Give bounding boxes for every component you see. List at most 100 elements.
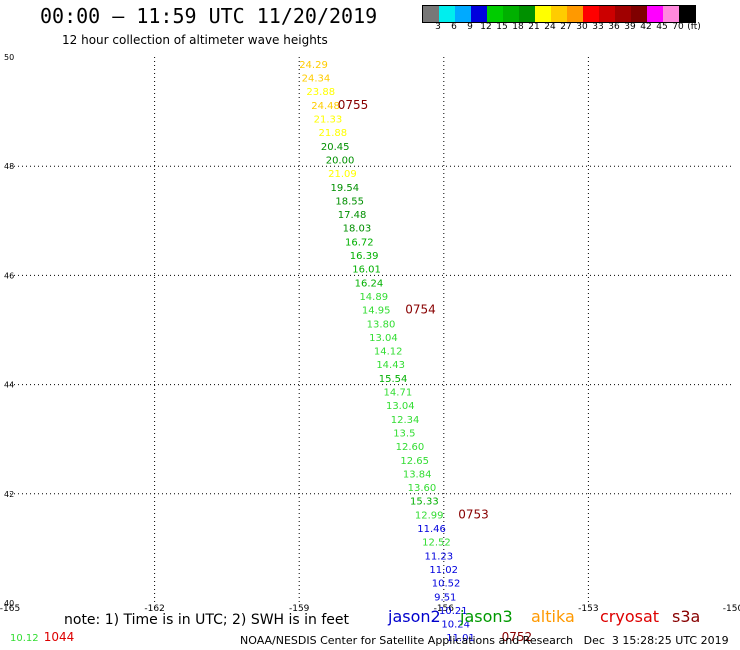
- legend-swatch: [599, 6, 615, 22]
- swh-value: 23.88: [306, 87, 335, 98]
- legend-swatch: [583, 6, 599, 22]
- x-tick-label: -153: [578, 604, 598, 614]
- legend-jason2: jason2: [388, 607, 441, 626]
- swh-value: 11.46: [417, 524, 446, 535]
- pass-time-label: 0753: [458, 507, 489, 521]
- swh-value: 10.12: [10, 633, 39, 644]
- legend-label: 21: [528, 22, 540, 32]
- legend-label: 3: [435, 22, 441, 32]
- legend-altika: altika: [531, 607, 575, 626]
- swh-value: 14.71: [384, 388, 413, 399]
- legend-swatch: [503, 6, 519, 22]
- swh-value: 11.23: [425, 551, 454, 562]
- swh-value: 20.45: [321, 142, 350, 153]
- legend-swatch: [455, 6, 471, 22]
- legend-label: 15: [496, 22, 508, 32]
- legend-swatch: [535, 6, 551, 22]
- legend-swatch: [519, 6, 535, 22]
- legend-label: 6: [451, 22, 457, 32]
- legend-label: 45: [656, 22, 668, 32]
- swh-value: 12.65: [400, 456, 429, 467]
- y-tick-label: 40: [4, 599, 14, 608]
- time-labels: 0755 0754 0753 0752 1044: [44, 98, 532, 644]
- swh-value: 14.12: [374, 347, 403, 358]
- x-tick-label: -156: [434, 604, 455, 614]
- swh-value: 15.54: [379, 374, 408, 385]
- swh-value: 17.48: [338, 210, 367, 221]
- map-title: 00:00 – 11:59 UTC 11/20/2019: [40, 4, 378, 28]
- swh-value: 24.29: [299, 60, 328, 71]
- legend-swatch: [631, 6, 647, 22]
- swh-value: 13.84: [403, 469, 432, 480]
- swh-value: 13.5: [393, 428, 415, 439]
- swh-value: 19.54: [331, 183, 360, 194]
- pass-time-label: 0755: [338, 98, 369, 112]
- legend-label: 33: [592, 22, 604, 32]
- swh-value: 20.00: [326, 155, 355, 166]
- x-tick-label: -159: [289, 604, 310, 614]
- swh-value: 18.55: [335, 196, 364, 207]
- legend-label: 27: [560, 22, 572, 32]
- swh-value: 16.39: [350, 251, 379, 262]
- legend-label: 12: [480, 22, 492, 32]
- y-tick-label: 46: [4, 271, 14, 280]
- x-tick-label: -162: [144, 604, 164, 614]
- swh-value: 13.04: [369, 333, 398, 344]
- swh-value: 9.51: [434, 592, 456, 603]
- swh-value: 16.72: [345, 237, 374, 248]
- swh-value: 24.48: [311, 101, 340, 112]
- legend-label: 42: [640, 22, 652, 32]
- y-tick-label: 50: [4, 53, 14, 62]
- swh-value: 12.99: [415, 510, 444, 521]
- y-tick-label: 44: [4, 381, 14, 390]
- swh-value: 13.60: [408, 483, 437, 494]
- legend-label: (ft): [687, 22, 701, 32]
- swh-value: 10.24: [441, 620, 470, 631]
- x-tick-label: -150: [723, 604, 740, 614]
- note-text: note: 1) Time is in UTC; 2) SWH is in fe…: [64, 612, 350, 628]
- legend-swatch: [471, 6, 487, 22]
- legend-swatch: [487, 6, 503, 22]
- legend-label: 18: [512, 22, 524, 32]
- legend-label: 9: [467, 22, 473, 32]
- swh-value: 13.80: [367, 319, 396, 330]
- observations: 24.29 24.34 23.88 24.48 21.33 21.88 20.45 20.00…: [10, 60, 475, 644]
- swh-value: 11.01: [446, 633, 475, 644]
- color-scale-legend: [422, 5, 696, 23]
- swh-value: 14.43: [376, 360, 405, 371]
- legend-swatch: [679, 6, 695, 22]
- pass-time-label: 1044: [44, 630, 75, 644]
- swh-value: 15.33: [410, 497, 439, 508]
- y-tick-label: 48: [4, 162, 14, 171]
- swh-value: 10.21: [439, 606, 468, 617]
- swh-value: 12.34: [391, 415, 420, 426]
- axis-ticks: -165 -162 -159 -156 -153 -150 40 42 44 46 48 50: [0, 53, 740, 614]
- legend-label: 24: [544, 22, 556, 32]
- swh-value: 14.89: [359, 292, 388, 303]
- legend-swatch: [663, 6, 679, 22]
- pass-time-label: 0754: [405, 303, 436, 317]
- swh-value: 12.52: [422, 538, 451, 549]
- grid-lines: [10, 57, 733, 603]
- legend-label: 39: [624, 22, 636, 32]
- swh-value: 16.24: [355, 278, 384, 289]
- legend-swatch: [551, 6, 567, 22]
- swh-value: 14.95: [362, 306, 391, 317]
- swh-value: 21.33: [314, 115, 343, 126]
- legend-cryosat: cryosat: [600, 607, 660, 626]
- pass-time-label: 0752: [502, 630, 533, 644]
- legend-swatch: [615, 6, 631, 22]
- y-tick-label: 42: [4, 490, 14, 499]
- legend-label: 70: [672, 22, 684, 32]
- legend-label: 36: [608, 22, 620, 32]
- x-tick-label: -165: [0, 604, 20, 614]
- swh-value: 24.34: [302, 74, 331, 85]
- legend-swatch: [423, 6, 439, 22]
- legend-jason3: jason3: [460, 607, 513, 626]
- legend-swatch: [567, 6, 583, 22]
- credit-line: NOAA/NESDIS Center for Satellite Applica…: [240, 634, 729, 647]
- swh-value: 21.88: [318, 128, 347, 139]
- legend-s3a: s3a: [672, 607, 701, 626]
- legend-swatch: [439, 6, 455, 22]
